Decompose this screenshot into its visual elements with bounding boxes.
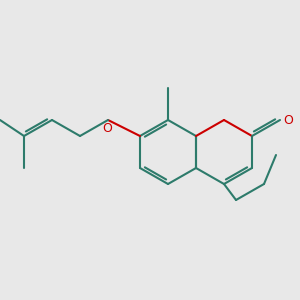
Text: O: O <box>102 122 112 135</box>
Text: O: O <box>283 113 293 127</box>
